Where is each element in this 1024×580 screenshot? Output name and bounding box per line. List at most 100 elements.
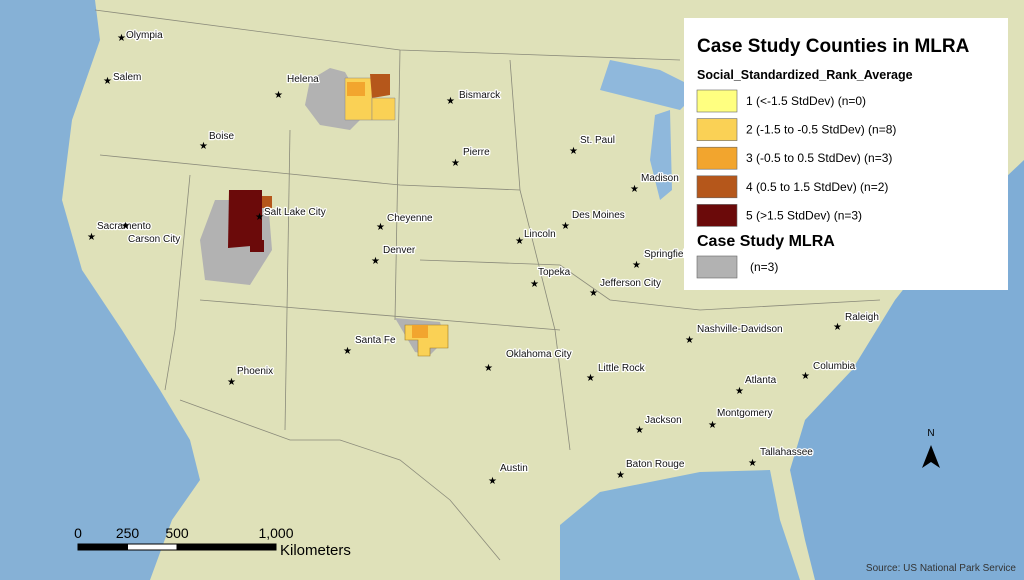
city-label: Nashville-Davidson (697, 324, 783, 335)
border (179, 399, 501, 561)
lake-michigan (650, 110, 672, 200)
capital-star: ★ (569, 146, 578, 157)
capital-star: ★ (103, 76, 112, 87)
capital-star: ★ (630, 184, 639, 195)
city-label: Montgomery (717, 408, 773, 419)
county (262, 196, 272, 208)
capital-star: ★ (748, 458, 757, 469)
capital-star: ★ (530, 279, 539, 290)
capital-star: ★ (589, 288, 598, 299)
legend-swatch (696, 118, 738, 141)
city-label: Madison (641, 173, 679, 184)
capital-star: ★ (484, 363, 493, 374)
state-line (509, 59, 571, 451)
north-label: N (927, 428, 934, 439)
capital-star: ★ (735, 386, 744, 397)
city-label: Tallahassee (760, 447, 813, 458)
capital-star: ★ (616, 470, 625, 481)
county (371, 97, 396, 121)
capital-star: ★ (227, 377, 236, 388)
county (228, 190, 262, 248)
county (412, 325, 428, 338)
legend-swatch (696, 146, 738, 170)
city-label: Jefferson City (600, 278, 661, 289)
legend-label: 4 (0.5 to 1.5 StdDev) (n=2) (746, 180, 888, 194)
city-label: Denver (383, 245, 416, 256)
lake-superior (600, 60, 700, 110)
scale-unit: Kilometers (280, 542, 351, 559)
city-label: St. Paul (580, 135, 615, 146)
city-label: Oklahoma City (506, 349, 572, 360)
capital-star: ★ (343, 346, 352, 357)
city-label: Phoenix (237, 366, 273, 377)
city-label: Topeka (538, 267, 571, 278)
city-label: Santa Fe (355, 335, 396, 346)
scale-label: 250 (116, 525, 140, 541)
north-arrow (922, 445, 940, 468)
state-line (394, 49, 401, 321)
legend-label: 1 (<-1.5 StdDev) (n=0) (746, 94, 866, 108)
city-label: Boise (209, 131, 234, 142)
capital-star: ★ (561, 221, 570, 232)
capital-star: ★ (376, 222, 385, 233)
capital-star: ★ (121, 221, 130, 232)
capital-star: ★ (87, 232, 96, 243)
county (347, 82, 365, 96)
capital-star: ★ (274, 90, 283, 101)
legend-label: 2 (-1.5 to -0.5 StdDev) (n=8) (746, 123, 896, 137)
city-label: Austin (500, 463, 528, 474)
capital-star: ★ (199, 141, 208, 152)
capital-star: ★ (833, 322, 842, 333)
state-line (419, 259, 881, 311)
city-label: Baton Rouge (626, 459, 685, 470)
city-label: Olympia (126, 30, 163, 41)
legend-label: 3 (-0.5 to 0.5 StdDev) (n=3) (746, 151, 892, 165)
capital-star: ★ (117, 33, 126, 44)
pacific-ocean (0, 0, 200, 580)
capital-star: ★ (488, 476, 497, 487)
capital-star: ★ (255, 212, 264, 223)
legend-mlra-title: Case Study MLRA (697, 233, 835, 250)
state-line (99, 154, 521, 191)
legend-box (684, 18, 1008, 290)
state-line (284, 129, 291, 431)
state-line (164, 174, 191, 391)
legend-field-title: Social_Standardized_Rank_Average (697, 68, 913, 82)
source: Source: US National Park Service (866, 563, 1017, 574)
capital-star: ★ (708, 420, 717, 431)
scale-label: 1,000 (258, 525, 293, 541)
city-label: Atlanta (745, 375, 777, 386)
legend-classes: 1 (<-1.5 StdDev) (n=0) 2 (-1.5 to -0.5 St… (696, 89, 896, 227)
city-label: Cheyenne (387, 213, 433, 224)
capital-star: ★ (446, 96, 455, 107)
legend-swatch (696, 89, 738, 113)
city-label: Des Moines (572, 210, 625, 221)
legend-swatch (696, 255, 738, 279)
scale-segment (176, 543, 277, 551)
scale-segment (127, 543, 178, 551)
capital-star: ★ (371, 256, 380, 267)
legend-swatch (696, 204, 738, 227)
city-label: Raleigh (845, 312, 879, 323)
capital-star: ★ (515, 236, 524, 247)
county (250, 240, 264, 252)
scale-segment (77, 543, 128, 551)
capital-star: ★ (801, 371, 810, 382)
capital-star: ★ (632, 260, 641, 271)
city-label: Sacramento (97, 221, 151, 232)
city-label: Salt Lake City (264, 207, 326, 218)
city-label: Little Rock (598, 363, 646, 374)
county (370, 74, 390, 98)
city-label: Helena (287, 74, 319, 85)
city-label: Salem (113, 72, 141, 83)
city-label: Bismarck (459, 90, 501, 101)
legend-swatch (696, 175, 738, 199)
map-title: Case Study Counties in MLRA (697, 36, 970, 57)
capital-star: ★ (635, 425, 644, 436)
city-label: Columbia (813, 361, 856, 372)
gulf-of-mexico (560, 470, 800, 580)
state-line (199, 299, 561, 331)
city-label: Lincoln (524, 229, 556, 240)
legend-label: (n=3) (750, 260, 778, 274)
